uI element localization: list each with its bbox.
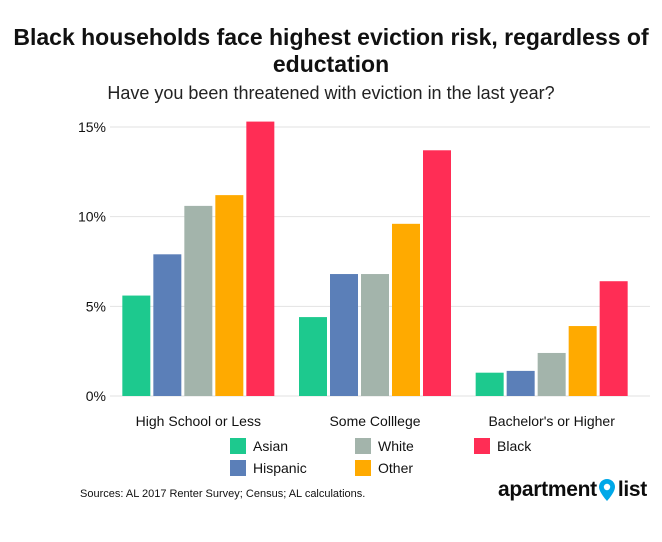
legend-item-asian: Asian [230,438,288,454]
legend-item-black: Black [474,438,531,454]
chart-title: Black households face highest eviction r… [13,24,649,77]
legend-label: Black [497,438,532,454]
y-tick-label: 0% [86,388,106,404]
bar-other [215,195,244,396]
bar-chart: 0% 5% 10% 15% High School or Less Some Collle… [78,119,650,429]
legend-item-other: Other [355,460,413,476]
y-tick-label: 5% [86,298,106,314]
x-tick-label: Bachelor's or Higher [488,413,615,429]
legend-label: Other [378,460,414,476]
x-tick-label: Some Colllege [329,413,420,429]
bar-hispanic [506,370,535,396]
bar-other [392,223,420,396]
legend-swatch [355,438,371,454]
map-pin-dot [603,483,611,491]
bar-asian [122,295,151,396]
legend-swatch [230,460,246,476]
bar-other [568,326,597,396]
bar-hispanic [330,274,358,396]
brand-text-apartment: apartment [498,478,597,501]
legend-item-hispanic: Hispanic [230,460,307,476]
bar-black [423,150,451,396]
brand-text-list: list [617,478,647,501]
bar-white [537,352,566,396]
brand-logo: apartment list [498,478,647,502]
bar-black [599,281,628,396]
legend-label: Hispanic [253,460,307,476]
y-tick-label: 15% [78,119,106,135]
bar-hispanic [153,254,182,396]
legend-swatch [474,438,490,454]
bar-black [246,121,275,396]
bar-asian [475,372,504,396]
y-tick-label: 10% [78,209,106,225]
legend-swatch [355,460,371,476]
bar-asian [299,317,327,396]
source-note: Sources: AL 2017 Renter Survey; Census; … [80,488,366,500]
x-tick-label: High School or Less [136,413,261,429]
legend-label: Asian [253,438,289,454]
legend: Asian White Black Hispanic Other [230,438,590,482]
legend-swatch [230,438,246,454]
chart-subtitle: Have you been threatened with eviction i… [107,83,555,103]
bar-white [184,205,213,396]
legend-label: White [378,438,414,454]
map-pin-icon [598,479,615,501]
bar-white [361,274,389,396]
legend-item-white: White [355,438,414,454]
